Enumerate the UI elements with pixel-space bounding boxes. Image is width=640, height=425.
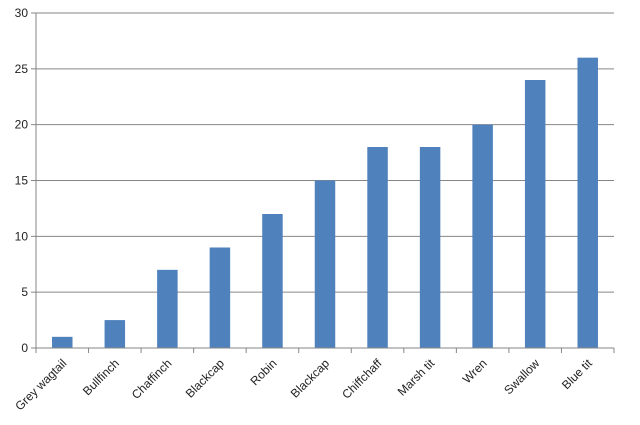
bar <box>262 214 283 348</box>
bar <box>52 336 73 348</box>
x-tick-label: Marsh tit <box>395 356 438 399</box>
x-tick-label: Chiffchaff <box>339 356 385 402</box>
x-tick-label: Bullfinch <box>80 356 122 398</box>
bar <box>367 147 388 348</box>
x-tick-label: Swallow <box>501 356 542 397</box>
x-tick-label: Blackcap <box>288 356 333 401</box>
x-tick-label: Chaffinch <box>129 356 175 402</box>
y-tick-label: 0 <box>21 341 28 355</box>
x-tick-label: Grey wagtail <box>12 356 69 413</box>
bar <box>314 180 336 348</box>
bars <box>52 57 598 349</box>
x-tick-label: Wren <box>460 356 490 386</box>
bar <box>419 147 441 348</box>
bar <box>524 80 546 348</box>
bar <box>577 57 598 349</box>
x-tick-label: Blue tit <box>559 356 595 392</box>
bar <box>472 124 493 349</box>
bar <box>104 320 126 348</box>
y-tick-labels: 0 5 10 15 20 25 30 <box>15 6 29 355</box>
y-tick-label: 20 <box>15 118 29 132</box>
y-tick-label: 10 <box>15 229 29 243</box>
bar <box>157 269 178 348</box>
y-tick-label: 15 <box>15 174 29 188</box>
x-tick-label: Blackcap <box>183 356 228 401</box>
x-tick-label: Robin <box>248 356 280 388</box>
y-tick-label: 5 <box>21 285 28 299</box>
y-tick-label: 25 <box>15 62 29 76</box>
y-tick-label: 30 <box>15 6 29 20</box>
bar <box>209 247 231 348</box>
x-tick-labels: Grey wagtail Bullfinch Chaffinch Blackcap Ro… <box>12 356 595 414</box>
axes <box>31 12 615 353</box>
